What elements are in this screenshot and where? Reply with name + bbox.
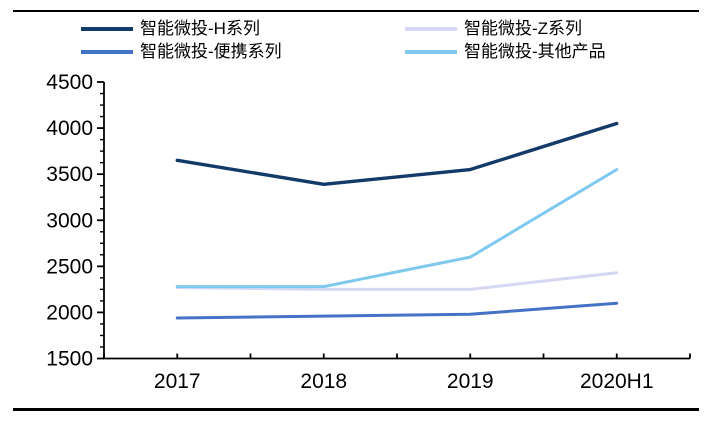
- legend-swatch-z-series: [405, 27, 457, 31]
- x-tick-label: 2020H1: [580, 370, 654, 393]
- series-line-1: [175, 271, 619, 291]
- y-tick-label: 2500: [46, 255, 93, 278]
- y-tick-label: 4000: [46, 117, 93, 140]
- legend-item-other-products: 智能微投-其他产品: [405, 43, 606, 61]
- legend-label-portable-series: 智能微投-便携系列: [140, 42, 282, 61]
- x-tick-label: 2017: [154, 370, 201, 393]
- legend-label-other-products: 智能微投-其他产品: [464, 42, 606, 61]
- x-tick-label: 2019: [447, 370, 494, 393]
- legend-item-h-series: 智能微投-H系列: [81, 20, 260, 38]
- y-tick-label: 1500: [46, 348, 93, 371]
- y-tick-label: 2000: [46, 301, 93, 324]
- y-tick-label: 4500: [46, 71, 93, 94]
- series-line-2: [175, 301, 619, 320]
- top-divider: [13, 10, 699, 12]
- legend-swatch-other-products: [405, 50, 457, 54]
- y-tick-label: 3000: [46, 209, 93, 232]
- legend-item-z-series: 智能微投-Z系列: [405, 20, 582, 38]
- x-tick-label: 2018: [300, 370, 347, 393]
- legend-item-portable-series: 智能微投-便携系列: [81, 43, 282, 61]
- legend-swatch-portable-series: [81, 50, 133, 54]
- series-line-0: [175, 121, 619, 187]
- y-tick-label: 3500: [46, 163, 93, 186]
- legend-label-z-series: 智能微投-Z系列: [464, 19, 583, 38]
- bottom-divider: [13, 408, 699, 411]
- legend-swatch-h-series: [81, 27, 133, 31]
- series-line-3: [175, 168, 619, 289]
- legend-label-h-series: 智能微投-H系列: [140, 19, 260, 38]
